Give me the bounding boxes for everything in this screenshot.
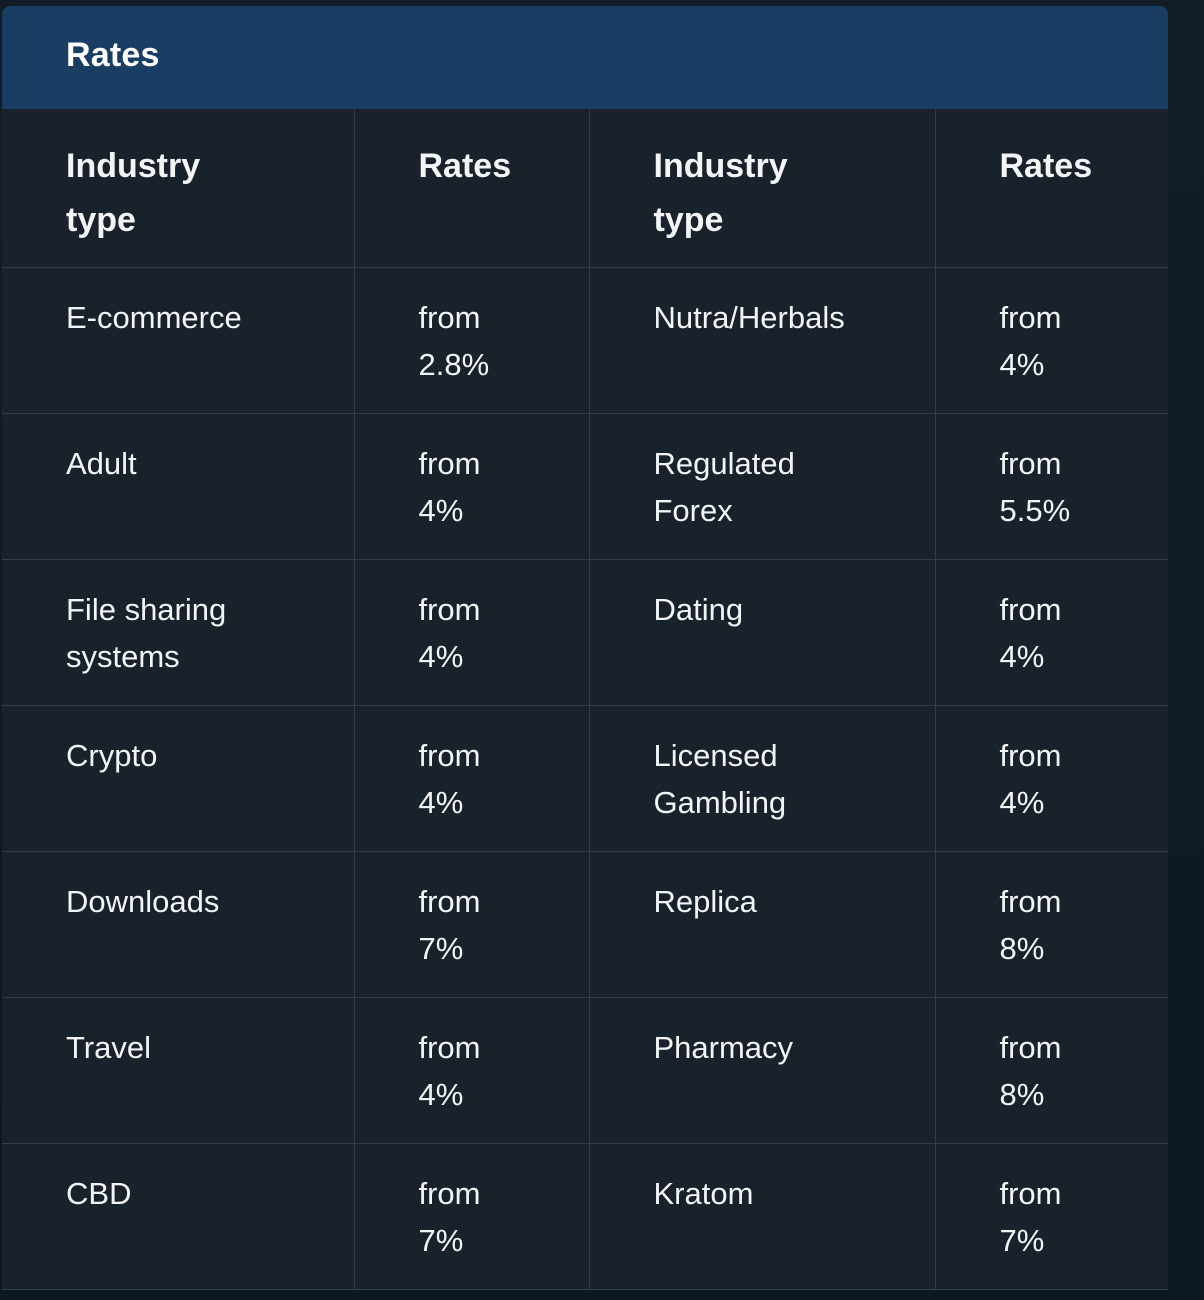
industry-cell: CBD: [2, 1142, 355, 1290]
column-header-rates: Rates: [353, 109, 590, 268]
column-header-rates: Rates: [934, 109, 1168, 268]
industry-cell: Downloads: [2, 850, 355, 998]
table-row: File sharing systems from 4% Dating from…: [2, 558, 1168, 706]
industry-cell: Kratom: [588, 1142, 936, 1290]
table-row: E-commerce from 2.8% Nutra/Herbals from …: [2, 267, 1168, 414]
industry-cell: Replica: [588, 850, 936, 998]
industry-cell: Pharmacy: [588, 996, 936, 1144]
rate-cell: from 4%: [934, 704, 1168, 852]
rates-card-header: Rates: [2, 6, 1168, 109]
rate-cell: from 2.8%: [353, 267, 590, 414]
rate-cell: from 4%: [353, 412, 590, 560]
rate-cell: from 7%: [934, 1142, 1168, 1290]
table-row: CBD from 7% Kratom from 7%: [2, 1142, 1168, 1290]
rate-cell: from 8%: [934, 850, 1168, 998]
rates-card-title: Rates: [66, 36, 160, 74]
rate-cell: from 7%: [353, 850, 590, 998]
industry-cell: E-commerce: [2, 267, 355, 414]
industry-cell: Regulated Forex: [588, 412, 936, 560]
rate-cell: from 4%: [353, 704, 590, 852]
column-header-industry-type: Industry type: [588, 109, 936, 268]
industry-cell: File sharing systems: [2, 558, 355, 706]
rates-table: Industry type Rates Industry type Rates …: [2, 109, 1168, 1290]
table-row: Downloads from 7% Replica from 8%: [2, 850, 1168, 998]
industry-cell: Dating: [588, 558, 936, 706]
rate-cell: from 7%: [353, 1142, 590, 1290]
table-header-row: Industry type Rates Industry type Rates: [2, 109, 1168, 268]
column-header-industry-type: Industry type: [2, 109, 355, 268]
industry-cell: Licensed Gambling: [588, 704, 936, 852]
rate-cell: from 8%: [934, 996, 1168, 1144]
table-row: Adult from 4% Regulated Forex from 5.5%: [2, 412, 1168, 560]
rates-card: Rates Industry type Rates Industry type …: [2, 6, 1168, 1290]
rate-cell: from 5.5%: [934, 412, 1168, 560]
table-row: Travel from 4% Pharmacy from 8%: [2, 996, 1168, 1144]
table-row: Crypto from 4% Licensed Gambling from 4%: [2, 704, 1168, 852]
rate-cell: from 4%: [353, 558, 590, 706]
rate-cell: from 4%: [353, 996, 590, 1144]
industry-cell: Adult: [2, 412, 355, 560]
industry-cell: Nutra/Herbals: [588, 267, 936, 414]
rate-cell: from 4%: [934, 267, 1168, 414]
rate-cell: from 4%: [934, 558, 1168, 706]
industry-cell: Crypto: [2, 704, 355, 852]
industry-cell: Travel: [2, 996, 355, 1144]
